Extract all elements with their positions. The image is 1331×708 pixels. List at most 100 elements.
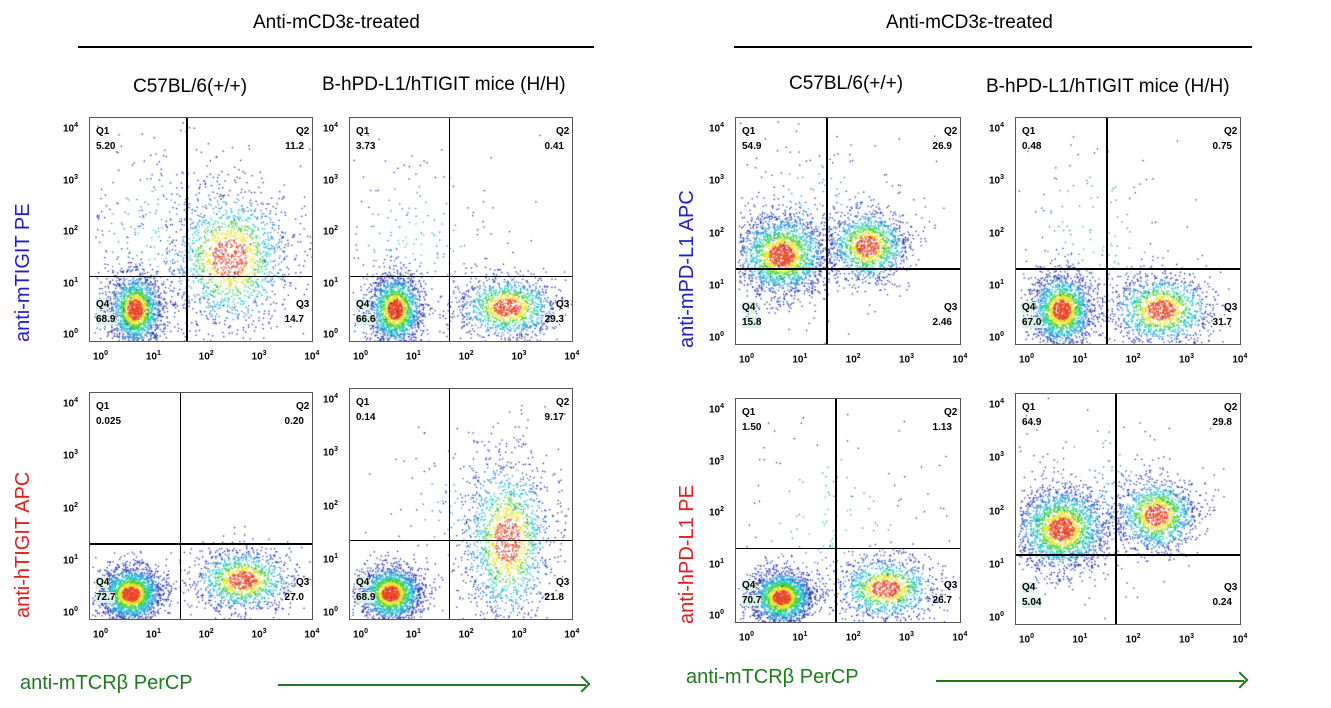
quadrant-q4-label: Q4 bbox=[1022, 302, 1036, 313]
y-tick-label: 102 bbox=[989, 504, 1005, 517]
gate-horizontal-line bbox=[350, 539, 572, 542]
quadrant-q3-percent: 21.8 bbox=[544, 592, 564, 603]
quadrant-q1-label: Q1 bbox=[1022, 402, 1036, 413]
flow-plot-b1: Q1 54.9 Q2 26.9 Q3 2.46 Q4 15.8 bbox=[735, 117, 961, 345]
y-tick-label: 102 bbox=[63, 225, 79, 238]
y-label-mtigit: anti-mTIGIT PE bbox=[12, 203, 34, 342]
quadrant-q4-label: Q4 bbox=[1022, 582, 1036, 593]
quadrant-q2-label: Q2 bbox=[296, 126, 310, 137]
y-tick-label: 102 bbox=[989, 226, 1005, 239]
quadrant-q4-percent: 67.0 bbox=[1022, 317, 1042, 328]
y-tick-label: 103 bbox=[989, 174, 1005, 187]
quadrant-q3-label: Q3 bbox=[1224, 302, 1238, 313]
quadrant-q4-percent: 68.9 bbox=[96, 314, 116, 325]
flow-plot-a4: Q1 0.14 Q2 9.17 Q3 21.8 Q4 68.9 bbox=[349, 388, 573, 620]
x-tick-label: 101 bbox=[145, 350, 161, 363]
quadrant-q4-label: Q4 bbox=[742, 580, 756, 591]
right-col-header-wt: C57BL/6(+/+) bbox=[789, 73, 904, 94]
quadrant-q3-percent: 26.7 bbox=[932, 595, 952, 606]
gate-horizontal-line bbox=[736, 268, 960, 270]
gate-vertical-line bbox=[186, 118, 188, 341]
quadrant-q1-label: Q1 bbox=[742, 407, 756, 418]
quadrant-q1-percent: 3.73 bbox=[356, 141, 376, 152]
y-tick-label: 102 bbox=[63, 501, 79, 514]
right-group-title: Anti-mCD3ε-treated bbox=[886, 12, 1053, 33]
quadrant-q4-percent: 15.8 bbox=[742, 317, 762, 328]
scatter-points bbox=[350, 389, 572, 619]
quadrant-q3-percent: 29.3 bbox=[544, 314, 564, 325]
gate-horizontal-line bbox=[350, 275, 572, 277]
y-tick-label: 103 bbox=[323, 446, 339, 459]
quadrant-q2-label: Q2 bbox=[944, 126, 958, 137]
quadrant-q2-percent: 0.75 bbox=[1212, 141, 1232, 152]
y-tick-label: 102 bbox=[323, 225, 339, 238]
quadrant-q4-label: Q4 bbox=[742, 302, 756, 313]
x-tick-label: 104 bbox=[952, 631, 968, 644]
quadrant-q3-label: Q3 bbox=[296, 577, 310, 588]
quadrant-q1-label: Q1 bbox=[356, 397, 370, 408]
quadrant-q2-label: Q2 bbox=[1224, 126, 1238, 137]
y-label-hpdl1: anti-hPD-L1 PE bbox=[676, 485, 698, 624]
gate-horizontal-line bbox=[90, 275, 312, 277]
quadrant-q3-percent: 14.7 bbox=[284, 314, 304, 325]
flow-plot-b4: Q1 64.9 Q2 29.8 Q3 0.24 Q4 5.04 bbox=[1015, 393, 1241, 625]
gate-vertical-line bbox=[1115, 394, 1117, 624]
gate-vertical-line bbox=[826, 118, 828, 344]
flow-plot-a3: Q1 0.025 Q2 0.20 Q3 27.0 Q4 72.7 bbox=[89, 392, 313, 620]
right-x-axis-label: anti-mTCRβ PerCP bbox=[686, 666, 859, 688]
x-tick-label: 100 bbox=[1019, 353, 1035, 366]
x-tick-label: 102 bbox=[458, 350, 474, 363]
quadrant-q2-percent: 1.13 bbox=[932, 422, 952, 433]
quadrant-q4-percent: 70.7 bbox=[742, 595, 762, 606]
quadrant-q2-percent: 0.20 bbox=[284, 416, 304, 427]
x-tick-label: 100 bbox=[1019, 633, 1035, 646]
quadrant-q3-label: Q3 bbox=[556, 577, 570, 588]
gate-horizontal-line bbox=[1016, 268, 1240, 270]
x-tick-label: 103 bbox=[511, 628, 527, 641]
left-col-header-wt: C57BL/6(+/+) bbox=[133, 76, 248, 97]
quadrant-q2-percent: 0.41 bbox=[544, 141, 564, 152]
quadrant-q3-percent: 2.46 bbox=[932, 317, 952, 328]
y-tick-label: 103 bbox=[63, 449, 79, 462]
y-tick-label: 103 bbox=[709, 174, 725, 187]
x-tick-label: 104 bbox=[304, 350, 320, 363]
x-tick-label: 101 bbox=[1072, 633, 1088, 646]
y-label-htigit: anti-hTIGIT APC bbox=[12, 471, 34, 618]
y-tick-label: 104 bbox=[323, 393, 339, 406]
x-tick-label: 102 bbox=[458, 628, 474, 641]
quadrant-q1-percent: 54.9 bbox=[742, 141, 762, 152]
gate-vertical-line bbox=[448, 389, 451, 619]
y-tick-label: 101 bbox=[709, 557, 725, 570]
x-tick-label: 102 bbox=[845, 631, 861, 644]
y-tick-label: 101 bbox=[323, 276, 339, 289]
left-x-axis-label: anti-mTCRβ PerCP bbox=[20, 672, 193, 694]
gate-vertical-line bbox=[448, 118, 451, 341]
x-tick-label: 101 bbox=[405, 628, 421, 641]
y-tick-label: 104 bbox=[709, 403, 725, 416]
quadrant-q1-percent: 64.9 bbox=[1022, 417, 1042, 428]
left-title-rule bbox=[78, 46, 594, 48]
x-tick-label: 104 bbox=[1232, 353, 1248, 366]
quadrant-q2-percent: 9.17 bbox=[544, 412, 564, 423]
y-tick-label: 103 bbox=[323, 173, 339, 186]
gate-vertical-line bbox=[835, 399, 837, 622]
scatter-points bbox=[736, 118, 960, 344]
quadrant-q2-label: Q2 bbox=[296, 401, 310, 412]
left-x-arrow bbox=[278, 684, 586, 686]
x-tick-label: 101 bbox=[792, 353, 808, 366]
quadrant-q2-label: Q2 bbox=[1224, 402, 1238, 413]
y-tick-label: 103 bbox=[63, 173, 79, 186]
x-tick-label: 102 bbox=[198, 350, 214, 363]
x-tick-label: 101 bbox=[405, 350, 421, 363]
quadrant-q3-percent: 31.7 bbox=[1212, 317, 1232, 328]
x-tick-label: 102 bbox=[1125, 353, 1141, 366]
quadrant-q3-label: Q3 bbox=[944, 580, 958, 591]
y-tick-label: 100 bbox=[323, 328, 339, 341]
gate-horizontal-line bbox=[90, 543, 312, 545]
quadrant-q3-label: Q3 bbox=[296, 299, 310, 310]
x-tick-label: 103 bbox=[899, 631, 915, 644]
flow-plot-a1: Q1 5.20 Q2 11.2 Q3 14.7 Q4 68.9 bbox=[89, 117, 313, 342]
quadrant-q1-percent: 5.20 bbox=[96, 141, 116, 152]
x-tick-label: 103 bbox=[1179, 353, 1195, 366]
quadrant-q2-percent: 29.8 bbox=[1212, 417, 1232, 428]
